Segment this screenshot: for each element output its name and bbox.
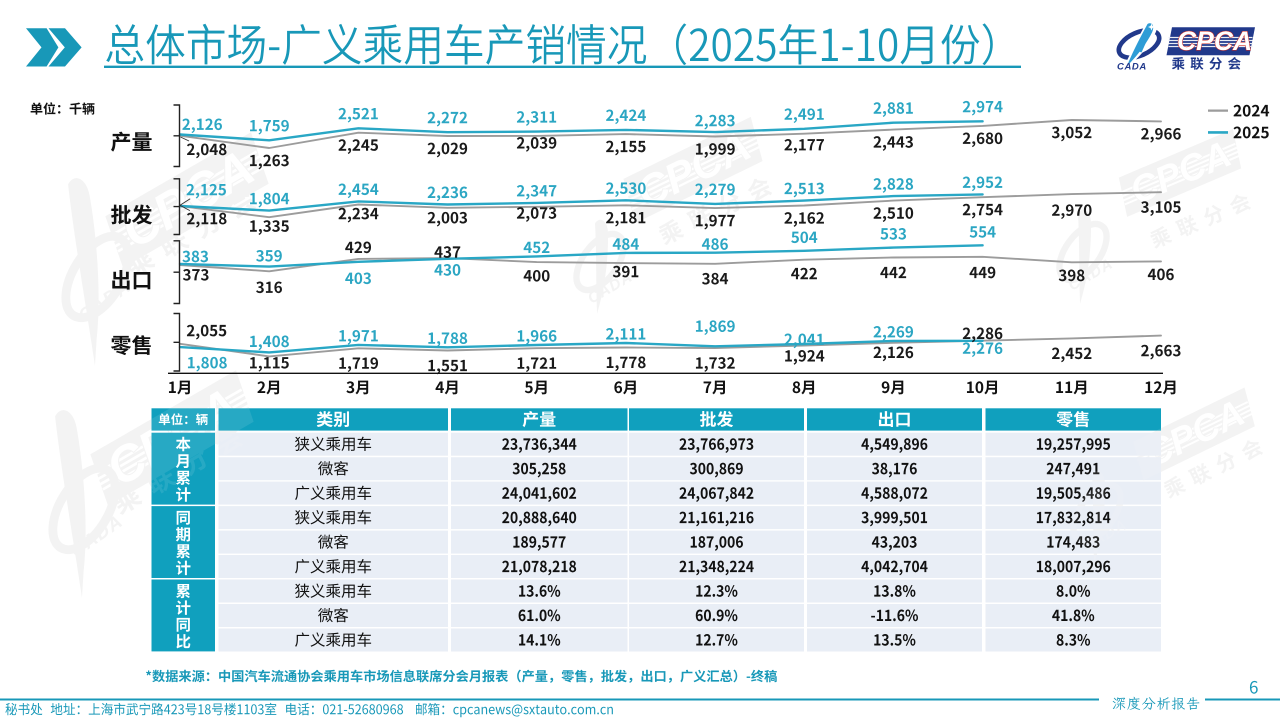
svg-text:CPCA: CPCA [1177,26,1252,56]
svg-text:CADA: CADA [1117,62,1147,73]
